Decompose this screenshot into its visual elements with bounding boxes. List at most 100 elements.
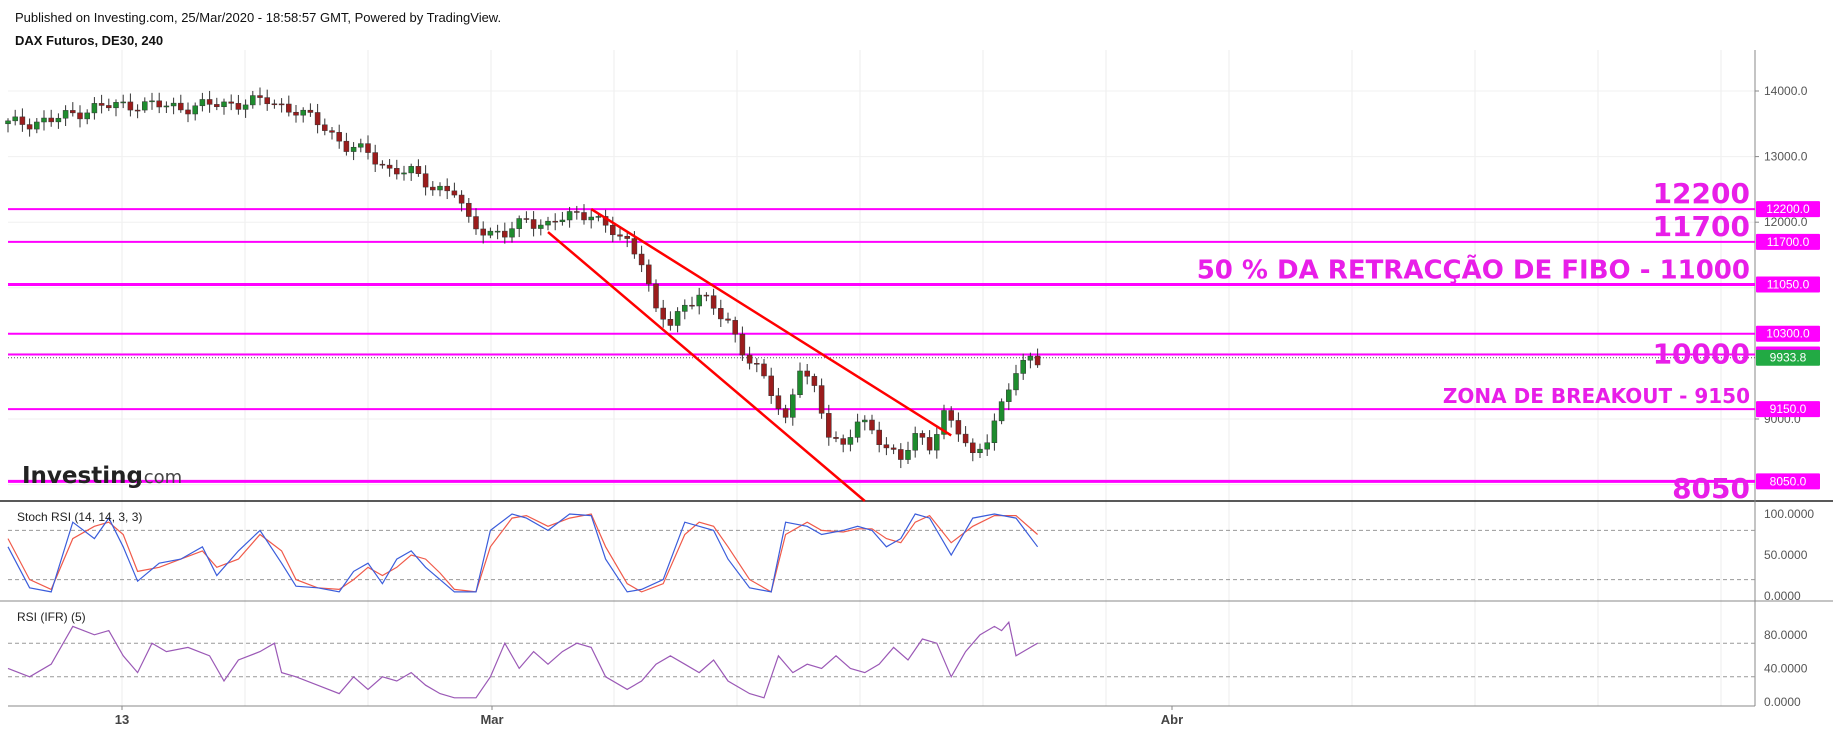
price-tag — [1756, 325, 1820, 342]
candle-body — [170, 102, 177, 107]
candle-body — [26, 124, 33, 130]
candle-body — [91, 103, 98, 114]
published-line: Published on Investing.com, 25/Mar/2020 … — [15, 10, 502, 25]
x-date-label: Mar — [480, 712, 503, 727]
candle-body — [70, 110, 76, 114]
candle-body — [653, 283, 659, 309]
candle-body — [919, 433, 926, 438]
candle-body — [797, 370, 803, 395]
candle-body — [12, 116, 18, 122]
candle-body — [271, 103, 278, 106]
candle-body — [235, 103, 242, 110]
logo-main-text: Investing — [22, 463, 143, 489]
candle-body — [494, 230, 501, 233]
candle-body — [430, 186, 436, 191]
candle-body — [804, 370, 810, 377]
candle-body — [718, 308, 724, 320]
price-tag-text: 10300.0 — [1766, 327, 1810, 341]
candle-body — [257, 95, 263, 98]
candle-body — [912, 433, 918, 451]
candle-body — [991, 420, 998, 443]
candle-body — [336, 132, 342, 142]
candle-body — [379, 163, 386, 166]
horizontal-levels — [8, 208, 1755, 483]
candle-body — [1006, 389, 1012, 402]
candle-body — [120, 101, 126, 104]
candle-body — [1027, 355, 1034, 361]
candle-body — [862, 419, 868, 423]
candle-body — [854, 421, 861, 438]
trend-channel — [547, 208, 952, 502]
candle-body — [998, 401, 1005, 422]
candle-body — [710, 295, 717, 309]
stoch-tick-label: 50.0000 — [1764, 548, 1808, 562]
candle-body — [329, 130, 335, 133]
candle-body — [977, 448, 983, 454]
candle-body — [790, 394, 796, 418]
candle-body — [869, 419, 875, 431]
candle-body — [62, 110, 69, 119]
candle-body — [437, 185, 443, 191]
candle-body — [84, 112, 90, 120]
candle-body — [811, 376, 818, 386]
candle-body — [646, 264, 652, 285]
candle-body — [768, 375, 774, 396]
level-label: 10000 — [1653, 338, 1750, 371]
candle-body — [667, 318, 674, 326]
candle-body — [228, 101, 234, 104]
candle-body — [372, 152, 378, 165]
level-label: 50 % DA RETRACÇÃO DE FIBO - 11000 — [1197, 254, 1750, 286]
candle-body — [725, 318, 731, 321]
candle-body — [782, 408, 789, 418]
candle-body — [631, 238, 638, 255]
candle-body — [962, 433, 969, 444]
candle-body — [163, 105, 170, 108]
candle-body — [775, 395, 782, 409]
stoch-k-line — [7, 513, 1039, 593]
header: Published on Investing.com, 25/Mar/2020 … — [0, 0, 1833, 50]
rsi-tick-label: 0.0000 — [1764, 695, 1801, 709]
candle-body — [955, 420, 962, 435]
candle-body — [192, 105, 198, 115]
candle-body — [41, 117, 47, 123]
candle-body — [552, 220, 558, 223]
candle-body — [970, 442, 976, 454]
candle-body — [386, 164, 393, 169]
candle-body — [595, 216, 602, 218]
candle-body — [5, 120, 11, 125]
y-tick-label: 13000.0 — [1764, 150, 1808, 164]
candle-body — [365, 143, 371, 153]
candle-body — [1013, 373, 1019, 391]
candle-body — [566, 211, 573, 221]
candle-body — [746, 354, 753, 364]
candle-body — [638, 253, 645, 266]
candle-body — [538, 224, 544, 229]
candle-body — [523, 218, 530, 220]
candle-body — [674, 311, 681, 326]
x-date-label: Abr — [1161, 712, 1183, 727]
stoch-d-line — [7, 513, 1038, 593]
y-tick-label: 14000.0 — [1764, 84, 1808, 98]
candle-body — [322, 124, 328, 131]
stoch-tick-label: 0.0000 — [1764, 589, 1801, 603]
candle-body — [818, 385, 825, 414]
level-label: ZONA DE BREAKOUT - 9150 — [1443, 384, 1750, 408]
candle-body — [509, 228, 515, 238]
candle-body — [401, 172, 407, 175]
level-label: 12200 — [1653, 177, 1750, 210]
candle-body — [473, 216, 479, 230]
candle-body — [696, 294, 702, 307]
price-tag-text: 11050.0 — [1767, 278, 1810, 292]
candle-body — [343, 140, 350, 152]
price-tag-text: 12200.0 — [1766, 202, 1810, 216]
rsi-line — [7, 620, 1038, 699]
candle-body — [732, 320, 738, 335]
candle-body — [156, 100, 162, 108]
price-tag — [1756, 276, 1820, 293]
candle-body — [286, 103, 292, 113]
candle-body — [826, 413, 832, 438]
candle-body — [948, 410, 954, 421]
x-date-label: 13 — [115, 712, 129, 727]
